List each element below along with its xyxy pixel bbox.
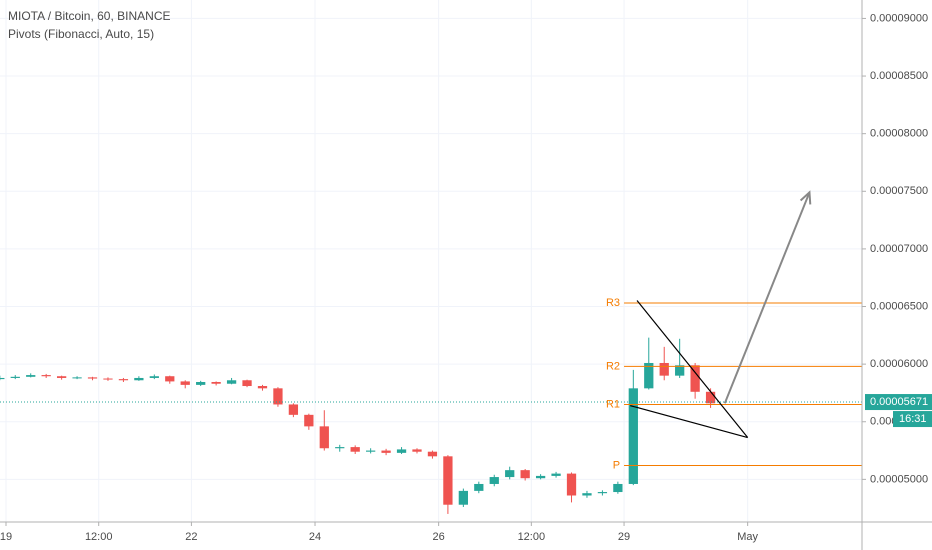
candle-body — [304, 414, 314, 427]
candle-body — [72, 377, 82, 379]
candle-body — [427, 451, 438, 457]
candle-body — [675, 365, 685, 376]
candle-body — [257, 386, 268, 389]
x-tick-label: 12:00 — [518, 531, 546, 543]
candle-body — [551, 473, 561, 476]
candle-body — [226, 380, 237, 384]
candle-body — [87, 377, 98, 379]
candle-body — [582, 493, 592, 496]
candle-body — [613, 483, 623, 493]
x-tick-label: 24 — [309, 531, 321, 543]
candle-body — [273, 388, 283, 405]
x-tick-label: 19 — [0, 531, 12, 543]
last-price-label: 0.00005671 — [870, 396, 928, 408]
y-tick-label: 0.00007000 — [870, 243, 928, 255]
candle-body — [350, 447, 360, 452]
pivot-label: R2 — [606, 360, 620, 372]
x-tick-label: 22 — [185, 531, 197, 543]
y-tick-label: 0.00009000 — [870, 12, 928, 24]
candle-body — [10, 376, 20, 378]
candle-body — [520, 470, 530, 479]
grid — [0, 0, 862, 522]
candle-body — [474, 483, 484, 491]
candle-body — [196, 381, 206, 385]
indicator-label: Pivots (Fibonacci, Auto, 15) — [8, 27, 154, 41]
y-tick-label: 0.00008500 — [870, 70, 928, 82]
candle-body — [211, 381, 221, 384]
candle-body — [335, 447, 345, 449]
countdown-box — [893, 411, 932, 428]
candle-body — [443, 456, 453, 505]
candle-body — [242, 380, 252, 387]
candle-body — [597, 492, 608, 494]
countdown-label: 16:31 — [899, 413, 927, 425]
candle-body — [566, 473, 577, 496]
candle-body — [149, 376, 159, 378]
x-tick-label: 26 — [433, 531, 445, 543]
candle-body — [412, 449, 422, 452]
candle-body — [489, 477, 499, 484]
y-tick-label: 0.00008000 — [870, 128, 928, 140]
x-tick-label: 29 — [618, 531, 630, 543]
pivot-label: R1 — [606, 398, 620, 410]
candle-body — [659, 362, 669, 376]
y-tick-label: 0.00005000 — [870, 473, 928, 485]
candle-body — [381, 450, 391, 453]
candle-body — [644, 362, 654, 389]
pivot-label: P — [613, 459, 620, 471]
candle-body — [118, 379, 129, 381]
candle-body — [505, 470, 515, 478]
y-tick-label: 0.00007500 — [870, 185, 928, 197]
x-tick-label: May — [737, 531, 758, 543]
y-tick-label: 0.00006500 — [870, 300, 928, 312]
chart-title: MIOTA / Bitcoin, 60, BINANCE — [8, 9, 171, 23]
trend-line — [636, 300, 749, 438]
candle-body — [41, 375, 51, 377]
candle-body — [26, 375, 36, 377]
candle-body — [165, 376, 175, 382]
candle-body — [366, 450, 376, 452]
candle-body — [458, 490, 468, 505]
candle-body — [134, 377, 144, 381]
candle-body — [535, 475, 546, 479]
trend-line — [630, 405, 748, 439]
plot — [0, 190, 862, 514]
last-price-box — [865, 394, 932, 411]
candle-body — [396, 449, 407, 453]
candle-body — [103, 378, 113, 380]
candle-body — [56, 376, 67, 378]
candle-body — [288, 404, 299, 415]
candle-body — [0, 377, 5, 380]
x-tick-label: 12:00 — [85, 531, 113, 543]
y-tick-label: 0.00006000 — [870, 358, 928, 370]
candle-body — [705, 391, 716, 404]
candle-body — [628, 388, 638, 484]
pivot-label: R3 — [606, 297, 620, 309]
candle-body — [319, 426, 329, 449]
arrow-head — [799, 190, 812, 205]
arrow-line — [723, 192, 811, 404]
candle-body — [180, 381, 190, 385]
candle-body — [690, 365, 700, 392]
